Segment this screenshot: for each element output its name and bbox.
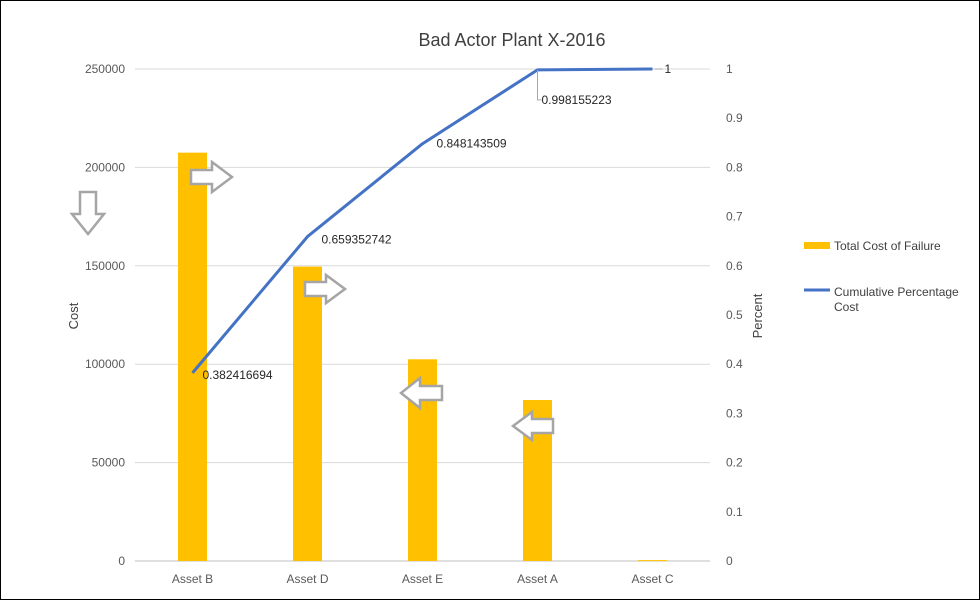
bar [638,560,667,562]
legend: Total Cost of Failure Cumulative Percent… [804,239,959,314]
chart-title: Bad Actor Plant X-2016 [418,30,605,50]
y-tick-label: 50000 [92,456,126,470]
bar [293,266,322,561]
y2-tick-label: 0.6 [726,259,743,273]
line-data-label: 0.659352742 [322,233,392,247]
y2-tick-label: 0.5 [726,308,743,322]
x-tick-label: Asset B [172,572,213,586]
y-axis-title: Cost [66,302,81,329]
y2-tick-label: 0.4 [726,357,743,371]
x-tick-label: Asset E [402,572,443,586]
arrow-right-icon [189,159,235,195]
legend-swatch-bar [804,242,830,249]
y2-tick-label: 0 [726,554,733,568]
x-tick-label: Asset A [517,572,558,586]
x-tick-label: Asset D [286,572,328,586]
y2-tick-label: 1 [726,62,733,76]
y2-tick-label: 0.3 [726,406,743,420]
y2-tick-label: 0.9 [726,111,743,125]
y2-tick-label: 0.1 [726,505,743,519]
y-tick-label: 0 [118,554,125,568]
line-data-label: 0.998155223 [542,93,612,107]
legend-label-line: Cumulative Percentage Cost [834,285,959,314]
arrow-down-icon [69,190,107,237]
line-data-label: 0.848143509 [437,137,507,151]
y-tick-label: 100000 [85,357,125,371]
line-data-label: 0.382416694 [203,368,273,382]
arrow-right-icon [303,272,348,306]
x-tick-label: Asset C [631,572,673,586]
arrow-left-icon [510,409,555,443]
arrow-left-icon [398,375,444,411]
data-label-leader [537,69,542,101]
y-tick-label: 150000 [85,259,125,273]
y-tick-label: 250000 [85,62,125,76]
y2-axis-title: Percent [750,293,765,338]
cumulative-line [191,67,653,374]
line-data-label: 1 [665,62,672,76]
y2-tick-label: 0.8 [726,160,743,174]
legend-label-bar: Total Cost of Failure [834,239,941,253]
y-tick-label: 200000 [85,160,125,174]
bar [178,152,207,561]
y2-tick-label: 0.2 [726,456,743,470]
y2-tick-label: 0.7 [726,210,743,224]
